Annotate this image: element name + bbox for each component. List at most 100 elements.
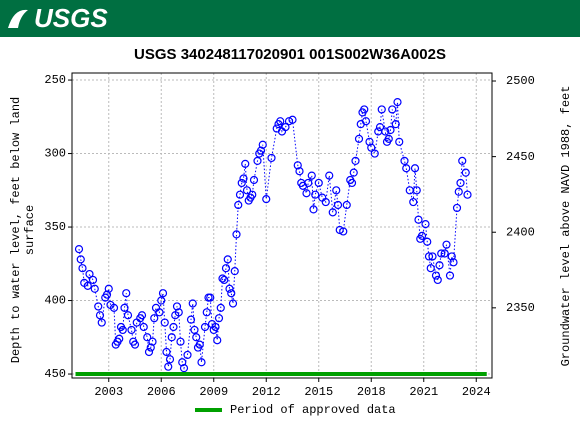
data-point	[288, 115, 297, 124]
data-point	[431, 271, 441, 280]
data-point	[347, 178, 357, 188]
y-axis-label: surface	[23, 205, 37, 255]
data-point	[122, 289, 131, 298]
data-point	[160, 318, 169, 327]
data-point	[104, 284, 113, 293]
data-point	[157, 296, 166, 305]
data-point	[227, 289, 236, 298]
data-point	[377, 105, 386, 114]
data-point	[360, 105, 369, 114]
data-point	[393, 98, 402, 107]
data-point	[452, 203, 462, 213]
data-point	[172, 302, 182, 311]
data-point	[167, 333, 176, 342]
y2-tick-label: 2350	[506, 301, 535, 315]
data-point	[115, 334, 124, 343]
data-point	[97, 318, 106, 327]
data-point	[328, 208, 337, 217]
data-point	[456, 178, 465, 188]
data-point	[295, 167, 304, 176]
data-point	[447, 252, 456, 261]
data-point	[78, 264, 87, 273]
data-point	[386, 125, 395, 135]
data-point	[169, 322, 178, 332]
data-point	[339, 227, 348, 236]
data-point	[253, 156, 262, 165]
data-point	[94, 302, 103, 311]
x-tick-label: 2018	[357, 385, 386, 399]
y2-axis-label: Groundwater level above NAVD 1988, feet	[559, 86, 573, 367]
data-point	[200, 322, 210, 332]
data-point	[361, 117, 371, 126]
data-point	[409, 197, 418, 207]
data-point	[351, 156, 360, 165]
data-point	[206, 293, 215, 302]
data-point	[165, 355, 175, 364]
data-point	[214, 314, 224, 323]
data-point	[127, 325, 136, 335]
data-point	[384, 134, 393, 143]
data-point	[332, 186, 341, 195]
data-point	[433, 275, 442, 285]
data-point	[309, 205, 318, 214]
x-tick-label: 2024	[462, 385, 491, 399]
data-point	[417, 231, 427, 240]
data-point	[211, 322, 220, 332]
plot-frame	[71, 72, 493, 379]
data-point	[302, 189, 311, 198]
data-point	[228, 299, 238, 308]
data-point	[293, 161, 302, 170]
data-point	[237, 178, 246, 188]
x-tick-label: 2003	[94, 385, 123, 399]
data-point	[164, 362, 173, 371]
data-point	[424, 252, 434, 261]
data-point	[333, 200, 343, 210]
y2-tick-label: 2400	[506, 225, 535, 239]
data-point	[249, 175, 259, 185]
x-tick-label: 2015	[304, 385, 333, 399]
data-point	[241, 159, 250, 168]
data-point	[304, 178, 313, 188]
data-point	[307, 171, 316, 180]
data-point	[190, 325, 199, 335]
data-point	[150, 314, 159, 323]
data-point	[412, 186, 421, 195]
data-point	[162, 347, 171, 357]
data-point	[437, 249, 446, 258]
data-point	[354, 134, 364, 143]
data-point	[85, 269, 94, 279]
data-point	[267, 153, 276, 163]
data-point	[375, 122, 385, 132]
data-point	[158, 289, 168, 298]
data-point	[262, 195, 271, 204]
data-point	[76, 255, 85, 264]
data-point	[90, 284, 99, 293]
data-point	[388, 105, 397, 114]
data-point	[421, 220, 430, 229]
data-point	[370, 149, 379, 158]
data-point	[179, 364, 189, 373]
x-tick-label: 2021	[409, 385, 438, 399]
data-point	[400, 156, 409, 165]
data-point	[311, 190, 320, 199]
data-point	[461, 168, 470, 177]
data-point	[445, 271, 455, 280]
data-point	[192, 333, 201, 342]
data-point	[144, 347, 154, 357]
data-point	[458, 156, 467, 165]
chart-title: USGS 340248117020901 001S002W36A002S	[134, 46, 446, 63]
data-point	[449, 258, 458, 267]
x-tick-label: 2006	[147, 385, 176, 399]
data-point	[410, 164, 420, 173]
data-point	[230, 267, 239, 276]
data-point	[118, 325, 127, 335]
data-point	[234, 200, 243, 210]
y-tick-label: 250	[44, 73, 66, 87]
y-tick-label: 300	[44, 147, 66, 161]
x-tick-label: 2009	[199, 385, 228, 399]
data-point	[178, 358, 187, 367]
data-point	[188, 299, 197, 308]
data-point	[276, 117, 285, 126]
data-point	[442, 240, 451, 249]
data-point	[74, 244, 84, 254]
